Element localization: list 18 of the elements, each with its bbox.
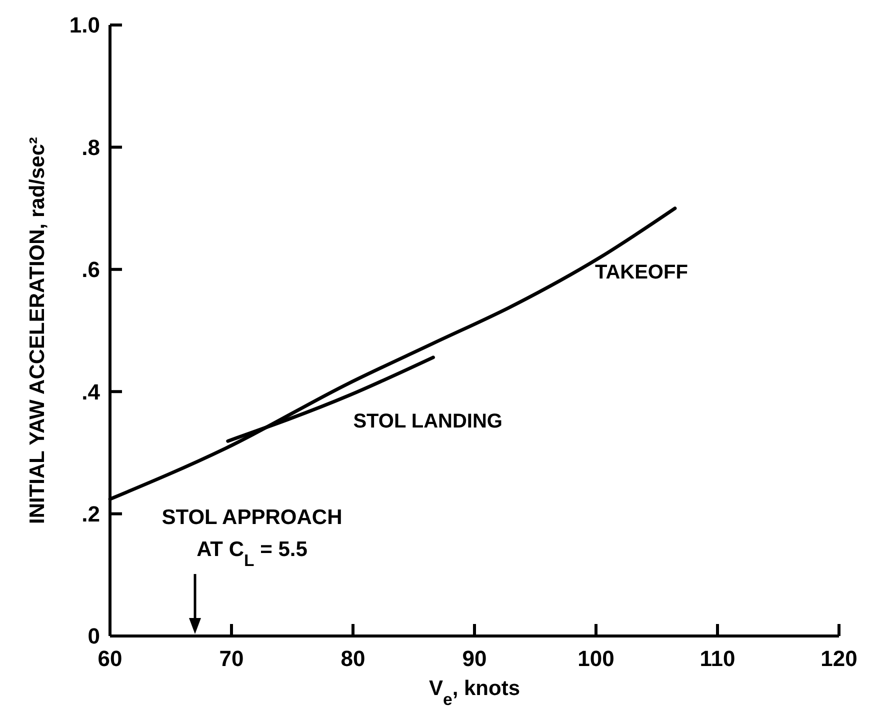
x-tick-label: 60 — [98, 646, 122, 671]
y-tick-label: .4 — [82, 379, 101, 404]
x-axis-title: V$_{e}$, knots — [428, 677, 520, 708]
annotation: STOL APPROACH AT C$_{L}$ = 5.5 — [162, 506, 342, 570]
y-axis-title: INITIAL YAW ACCELERATION, rad/sec² — [26, 136, 49, 524]
x-tick-label: 100 — [578, 646, 614, 671]
y-tick-label: .6 — [82, 257, 100, 282]
series-label: TAKEOFF — [594, 261, 688, 284]
y-tick-label: .2 — [82, 502, 100, 526]
y-tick-label: 0 — [88, 624, 100, 649]
series-label: STOL LANDING — [353, 410, 502, 432]
y-tick-label: 1.0 — [69, 12, 100, 38]
x-tick-label: 80 — [340, 646, 366, 671]
x-tick-label: 70 — [219, 646, 244, 671]
y-tick-label: .8 — [82, 134, 100, 160]
x-tick-label: 90 — [462, 646, 487, 671]
x-tick-label: 120 — [820, 646, 858, 671]
x-tick-label: 110 — [700, 646, 736, 671]
